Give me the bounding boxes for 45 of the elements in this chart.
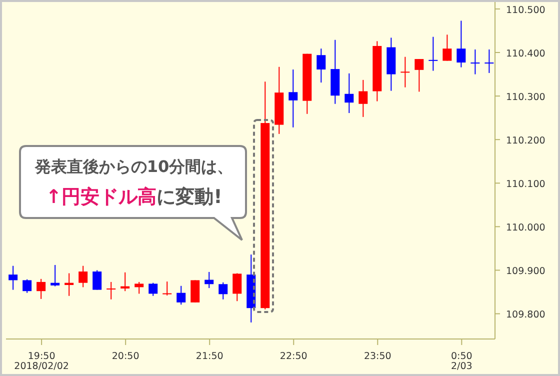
candlestick — [8, 265, 18, 290]
x-tick-label: 21:50 — [196, 351, 224, 362]
x-tick-label: 19:50 2018/02/02 — [14, 351, 69, 372]
candlestick — [456, 20, 466, 68]
candlestick — [134, 281, 144, 294]
candlestick — [190, 280, 200, 303]
y-tick-label: 110.100 — [506, 179, 546, 190]
candlestick — [106, 281, 116, 300]
candlestick — [78, 265, 88, 288]
candlestick — [148, 282, 158, 296]
y-tick-label: 109.900 — [506, 266, 546, 278]
y-tick-label: 110.200 — [506, 136, 546, 147]
candlestick — [120, 272, 130, 292]
candlestick — [232, 272, 242, 302]
candlestick — [288, 68, 298, 128]
candlestick — [428, 36, 438, 72]
candlestick — [316, 48, 326, 84]
candlestick — [470, 48, 480, 75]
annotation: ↑円安ドル高 — [46, 186, 157, 208]
y-tick-label: 109.800 — [506, 310, 546, 321]
x-tick-label: 0:50 2/03 — [450, 351, 472, 372]
x-tick-label: 23:50 — [364, 351, 392, 362]
candlestick — [344, 72, 354, 114]
y-tick-label: 110.000 — [506, 222, 546, 234]
y-tick-label: 110.300 — [506, 92, 546, 104]
y-tick-label: 110.500 — [506, 4, 546, 16]
candlestick — [204, 271, 214, 289]
candlestick — [442, 34, 452, 62]
candlestick — [92, 270, 102, 290]
candlestick — [358, 79, 368, 118]
y-tick-label: 110.400 — [506, 48, 546, 60]
candlestick — [176, 285, 186, 306]
x-tick-label: 20:50 — [112, 351, 140, 362]
candlestick — [414, 58, 424, 92]
candlestick — [22, 278, 32, 294]
annotation: に変動! — [156, 186, 222, 208]
candlestick — [50, 264, 60, 287]
candlestick — [36, 278, 46, 300]
x-tick-label: 22:50 — [280, 351, 308, 362]
candlestick — [162, 281, 172, 296]
candlestick — [218, 282, 228, 300]
candlestick — [64, 272, 74, 296]
annotation: 発表直後からの10分間は、 — [34, 156, 234, 178]
candlestick — [400, 56, 410, 88]
candlestick — [484, 48, 494, 74]
